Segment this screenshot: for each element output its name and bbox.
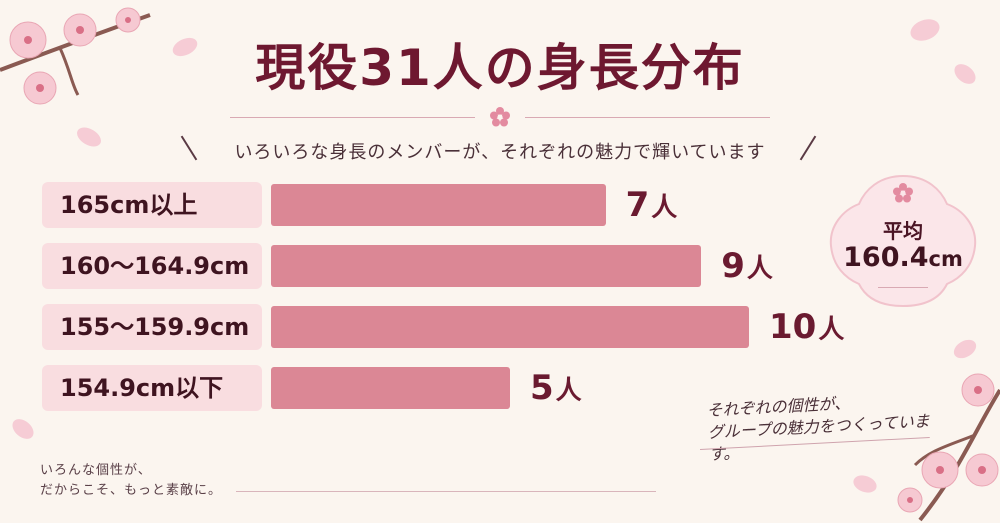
petal-decoration xyxy=(953,339,977,359)
category-label: 160〜164.9cm xyxy=(42,243,262,289)
average-number: 160.4 xyxy=(843,242,929,273)
bar-value-label: 10人 xyxy=(769,306,844,351)
bar-value-number: 7 xyxy=(625,185,650,225)
title-divider xyxy=(525,117,770,118)
bar-value-number: 5 xyxy=(530,368,554,408)
category-label: 155〜159.9cm xyxy=(42,304,262,350)
badge-divider xyxy=(878,287,928,288)
average-unit: cm xyxy=(928,247,963,271)
petal-decoration xyxy=(853,475,877,493)
bar xyxy=(271,245,702,287)
average-value: 160.4cm xyxy=(823,242,983,273)
bar-value-label: 7人 xyxy=(626,184,678,229)
note-line: だからこそ、もっと素敵に。 xyxy=(40,483,223,498)
bar xyxy=(271,306,749,348)
bar-value-label: 9人 xyxy=(721,245,773,290)
title-divider xyxy=(230,117,475,118)
category-label: 154.9cm以下 xyxy=(42,365,262,411)
footer-divider xyxy=(236,491,656,492)
petal-decoration xyxy=(12,419,34,439)
sakura-icon xyxy=(490,107,510,127)
bar-value-number: 10 xyxy=(769,307,817,347)
bar xyxy=(271,367,510,409)
handwritten-note: それぞれの個性が、 グループの魅力をつくっています。 xyxy=(706,388,939,466)
average-label: 平均 xyxy=(883,219,923,243)
bar xyxy=(271,184,606,226)
average-badge xyxy=(829,174,977,308)
page-title: 現役31人の身長分布 xyxy=(255,39,745,97)
bar-value-unit: 人 xyxy=(651,193,678,223)
bar-value-number: 9 xyxy=(721,246,745,286)
bar-value-label: 5人 xyxy=(530,367,582,412)
footer-note: いろんな個性が、 だからこそ、もっと素敵に。 xyxy=(40,461,222,501)
note-line: いろんな個性が、 xyxy=(40,463,152,478)
bar-value-unit: 人 xyxy=(555,376,582,406)
category-label: 165cm以上 xyxy=(42,182,262,228)
bar-value-unit: 人 xyxy=(746,254,773,284)
subtitle: いろいろな身長のメンバーが、それぞれの魅力で輝いています xyxy=(234,142,766,163)
bar-value-unit: 人 xyxy=(818,315,845,345)
